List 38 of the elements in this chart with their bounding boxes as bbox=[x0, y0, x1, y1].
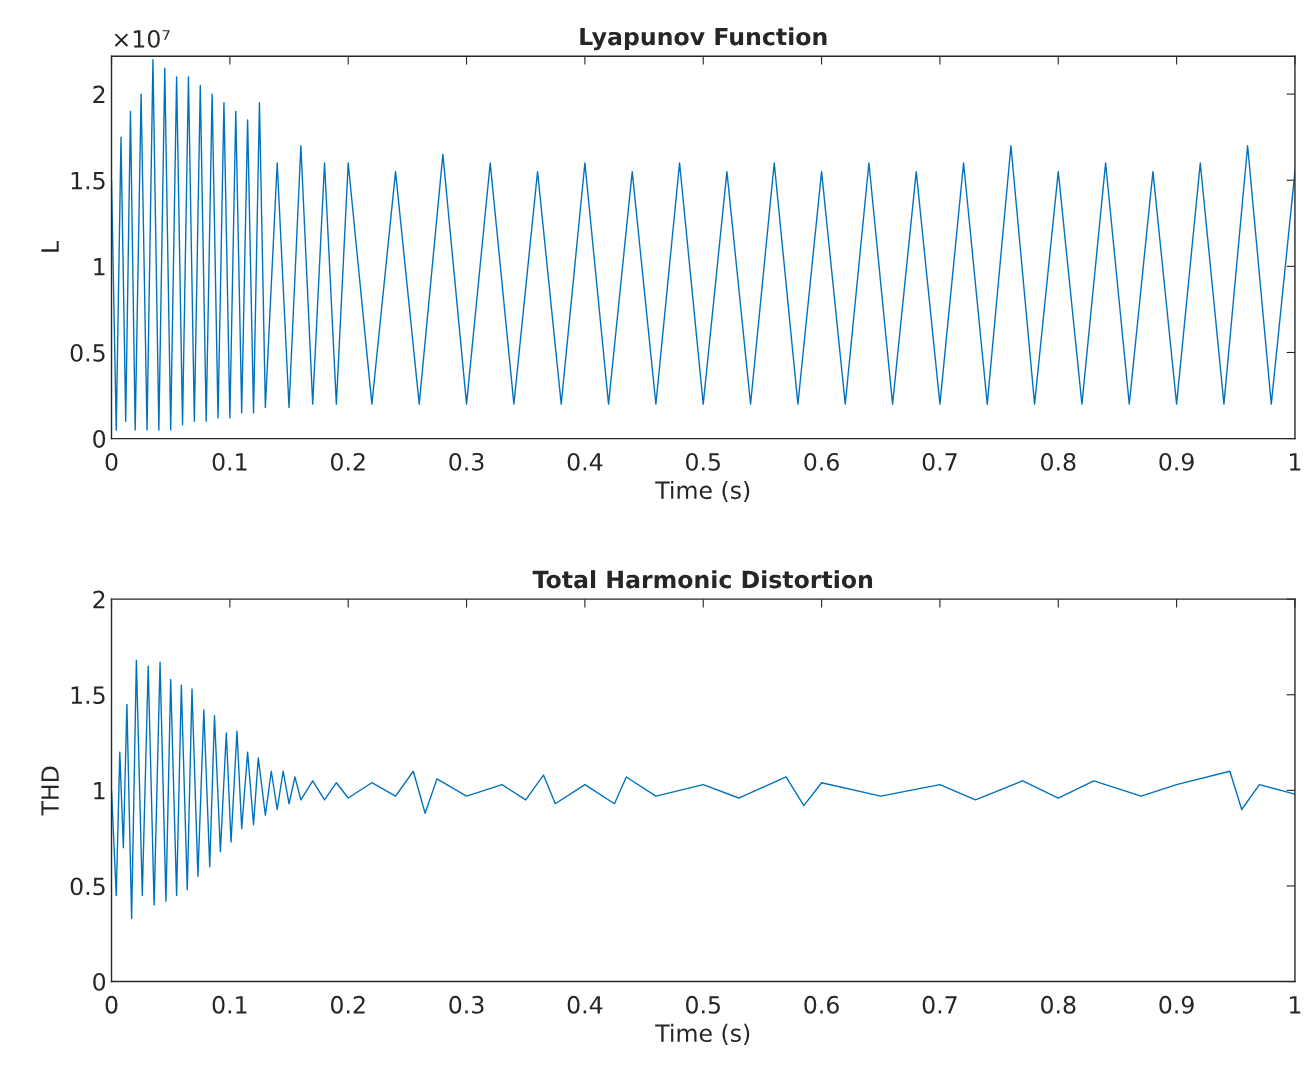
y-tick-label: 0.5 bbox=[70, 877, 105, 896]
x-axis-title: Time (s) bbox=[655, 1023, 750, 1045]
chart-title: Total Harmonic Distortion bbox=[532, 570, 873, 589]
y-tick-label: 2 bbox=[93, 590, 105, 609]
x-tick-label: 0.4 bbox=[567, 452, 603, 471]
x-tick-label: 1 bbox=[1290, 453, 1301, 471]
y-axis-title: THD bbox=[41, 766, 59, 816]
x-tick-label: 0.8 bbox=[1041, 452, 1076, 471]
x-tick-label: 0.5 bbox=[686, 995, 720, 1014]
line-series bbox=[111, 659, 1295, 920]
y-tick-label: 1.5 bbox=[71, 686, 105, 705]
text: ×10⁷ bbox=[114, 29, 170, 48]
x-tick-label: 0.9 bbox=[1159, 995, 1194, 1014]
y-tick-label: 1 bbox=[94, 782, 105, 800]
x-tick-label: 0.2 bbox=[330, 995, 365, 1014]
x-tick-label: 0.9 bbox=[1159, 452, 1194, 471]
x-tick-label: 0.8 bbox=[1041, 995, 1076, 1014]
x-tick-label: 0.1 bbox=[212, 452, 247, 471]
y-tick-label: 2 bbox=[93, 85, 105, 104]
x-tick-label: 0.2 bbox=[330, 452, 365, 471]
x-tick-label: 0.3 bbox=[449, 995, 484, 1014]
chart-title: Lyapunov Function bbox=[580, 27, 827, 51]
x-tick-label: 0.4 bbox=[567, 995, 603, 1014]
x-tick-label: 0.6 bbox=[804, 995, 839, 1014]
y-tick-label: 0.5 bbox=[70, 343, 105, 362]
x-tick-label: 0.7 bbox=[922, 452, 957, 471]
x-tick-label: 0.6 bbox=[804, 452, 839, 471]
x-tick-label: 0.5 bbox=[686, 452, 720, 471]
y-tick-label: 0 bbox=[93, 430, 106, 448]
y-tick-label: 1.5 bbox=[71, 171, 105, 190]
x-tick-label: 0.1 bbox=[212, 995, 247, 1014]
y-tick-label: 1 bbox=[94, 258, 105, 276]
x-axis-title: Time (s) bbox=[655, 480, 750, 502]
y-axis-title: L bbox=[41, 240, 59, 252]
y-tick-label: 0 bbox=[93, 972, 106, 991]
x-tick-label: 1 bbox=[1290, 996, 1301, 1014]
x-tick-label: 0.3 bbox=[449, 452, 484, 471]
x-tick-label: 0.7 bbox=[922, 995, 957, 1014]
